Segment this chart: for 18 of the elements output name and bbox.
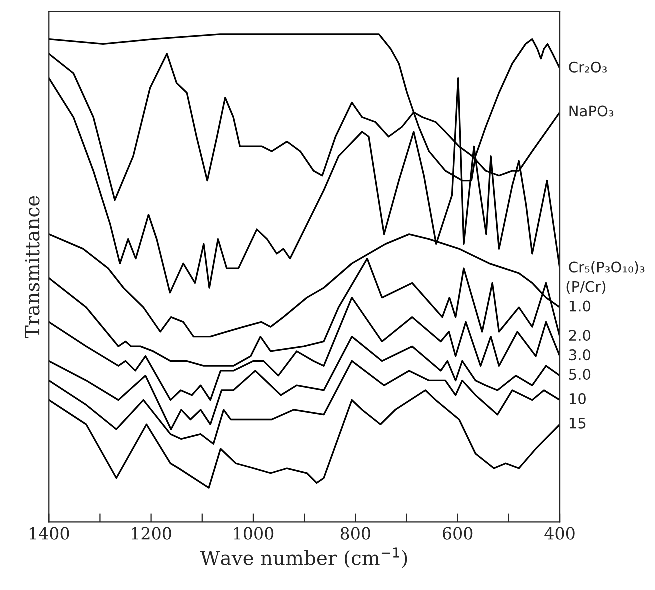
x-tick-label: 1000 (234, 527, 274, 540)
x-tick-label: 1400 (30, 527, 70, 540)
series-label: 15 (570, 418, 586, 429)
x-tick-label: 400 (544, 527, 575, 540)
series-label: 2.0 (569, 330, 591, 342)
series-label: Cr₂O₃ (569, 62, 607, 73)
x-axis-title: Wave number (cm$^{−1}$) (200, 548, 408, 568)
x-tick-label: 1200 (132, 527, 172, 540)
series-label: 10 (570, 393, 586, 404)
series-label: NaPO₃ (570, 106, 614, 117)
y-axis-title: Transmittance (25, 196, 40, 338)
series-label: 1.0 (570, 300, 591, 312)
series-label: 3.0 (569, 350, 591, 361)
text: (P/Cr) (566, 281, 606, 294)
x-tick-label: 800 (340, 527, 370, 540)
x-tick-label: 600 (443, 527, 473, 540)
series-label: 5.0 (569, 369, 591, 380)
series-label: Cr₅(P₃O₁₀)₃ (569, 262, 645, 275)
